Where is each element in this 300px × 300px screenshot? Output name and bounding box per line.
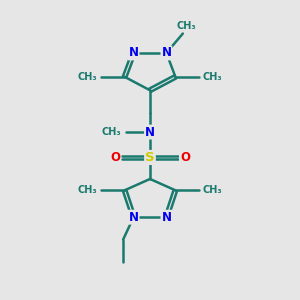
- Text: S: S: [145, 151, 155, 164]
- Text: CH₃: CH₃: [203, 72, 223, 82]
- Text: O: O: [180, 151, 190, 164]
- Text: N: N: [161, 46, 171, 59]
- Text: N: N: [161, 211, 171, 224]
- Text: CH₃: CH₃: [176, 21, 196, 31]
- Text: CH₃: CH₃: [203, 185, 223, 195]
- Text: O: O: [110, 151, 120, 164]
- Text: N: N: [129, 211, 139, 224]
- Text: CH₃: CH₃: [77, 185, 97, 195]
- Text: CH₃: CH₃: [101, 127, 121, 137]
- Text: N: N: [129, 46, 139, 59]
- Text: N: N: [145, 126, 155, 139]
- Text: CH₃: CH₃: [77, 72, 97, 82]
